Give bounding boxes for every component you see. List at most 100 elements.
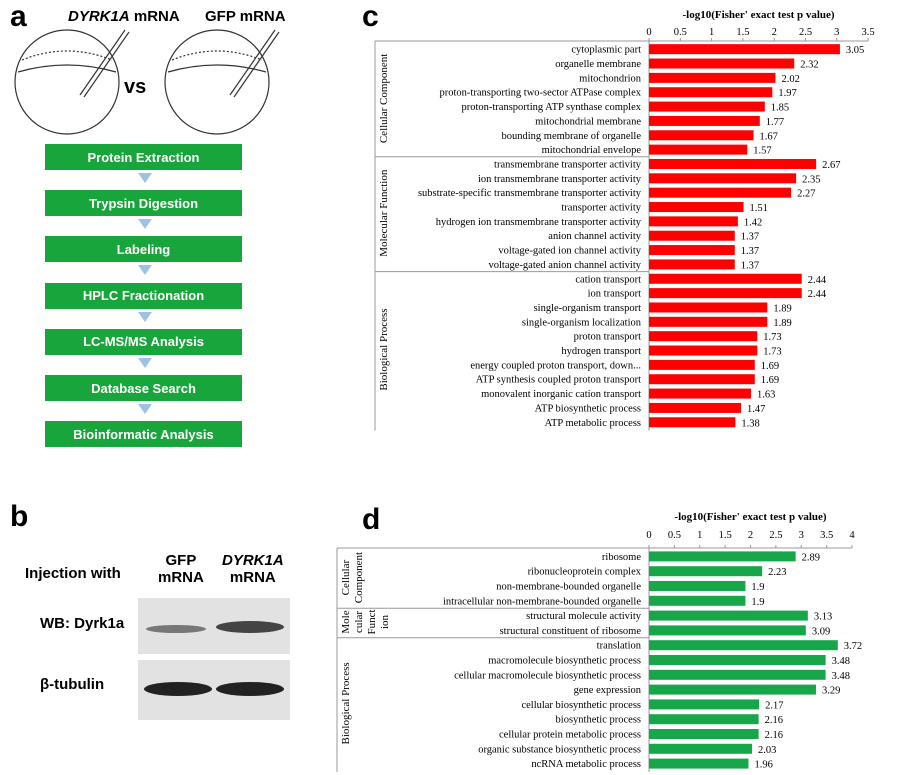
bar	[649, 388, 752, 399]
group-label: Funct	[366, 609, 378, 634]
bar	[649, 684, 816, 695]
flow-step: Trypsin Digestion	[45, 190, 242, 217]
dyrk1a-column-label: DYRK1A mRNA	[222, 552, 284, 586]
value-label: 1.38	[741, 418, 759, 429]
category-label: cellular macromolecule biosynthetic proc…	[454, 670, 641, 681]
x-tick-label: 2.5	[799, 27, 812, 38]
category-label: single-organism localization	[522, 317, 642, 328]
flow-arrow-icon	[138, 357, 152, 368]
axis-title: -log10(Fisher' exact test p value)	[674, 511, 826, 523]
category-label: hydrogen ion transmembrane transporter a…	[436, 217, 642, 228]
value-label: 1.89	[773, 303, 791, 314]
value-label: 1.69	[761, 361, 779, 372]
bar	[649, 216, 738, 227]
group-label: ion	[379, 614, 391, 629]
bar	[649, 316, 768, 327]
category-label: organelle membrane	[555, 59, 641, 70]
category-label: bounding membrane of organelle	[502, 131, 642, 142]
value-label: 1.9	[751, 597, 764, 608]
x-tick-label: 3.5	[820, 530, 833, 541]
value-label: 1.37	[741, 246, 759, 257]
category-label: ion transmembrane transporter activity	[478, 174, 642, 185]
category-label: ATP synthesis coupled proton transport	[476, 375, 641, 386]
bar	[649, 566, 763, 577]
value-label: 3.48	[832, 656, 850, 667]
bar	[649, 72, 776, 83]
value-label: 1.73	[763, 332, 781, 343]
value-label: 1.42	[744, 217, 762, 228]
bar	[649, 402, 742, 413]
group-label: Cellular	[340, 560, 352, 596]
category-label: transporter activity	[561, 203, 641, 214]
value-label: 2.32	[800, 60, 818, 71]
x-tick-label: 1.5	[719, 530, 732, 541]
value-label: 2.17	[765, 700, 783, 711]
value-label: 2.03	[758, 745, 776, 756]
bar	[649, 273, 802, 284]
category-label: ion transport	[588, 289, 641, 300]
x-tick-label: 0	[646, 27, 651, 38]
bar	[649, 230, 735, 241]
bar	[649, 101, 765, 112]
value-label: 1.96	[754, 760, 772, 771]
bar	[649, 130, 754, 141]
flow-arrow-icon	[138, 265, 152, 276]
x-tick-label: 4	[849, 530, 855, 541]
category-label: ATP metabolic process	[545, 418, 641, 429]
category-label: mitochondrial envelope	[542, 145, 642, 156]
value-label: 1.47	[747, 404, 765, 415]
value-label: 1.69	[761, 375, 779, 386]
band-dyrk1a-tubulin	[216, 682, 284, 696]
value-label: 1.73	[763, 347, 781, 358]
value-label: 3.05	[846, 45, 864, 56]
bar	[649, 581, 746, 591]
category-label: cytoplasmic part	[571, 45, 641, 56]
value-label: 2.23	[768, 567, 786, 578]
flow-step: Labeling	[45, 236, 242, 263]
x-tick-label: 2	[772, 27, 777, 38]
group-label: cular	[353, 611, 365, 633]
x-tick-label: 1	[709, 27, 714, 38]
band-dyrk1a-dyrk1a	[216, 621, 284, 633]
value-label: 2.67	[822, 160, 840, 171]
bar	[649, 640, 838, 651]
bar	[649, 331, 758, 342]
bar	[649, 202, 744, 213]
value-label: 2.27	[797, 189, 815, 200]
value-label: 2.16	[765, 730, 783, 741]
flow-arrow-icon	[138, 404, 152, 414]
value-label: 1.37	[741, 260, 759, 271]
bar	[649, 173, 797, 184]
category-label: mitochondrial membrane	[535, 116, 641, 127]
category-label: monovalent inorganic cation transport	[481, 389, 641, 400]
bar	[649, 743, 753, 754]
category-label: proton transport	[574, 332, 641, 343]
bar	[649, 417, 736, 428]
category-label: structural constituent of ribosome	[500, 626, 642, 637]
flow-step: HPLC Fractionation	[45, 282, 242, 309]
category-label: substrate-specific transmembrane transpo…	[418, 188, 642, 199]
bar	[649, 729, 759, 739]
injection-label: Injection with	[25, 565, 121, 582]
row-label-tubulin: β-tubulin	[40, 676, 105, 693]
value-label: 1.37	[741, 232, 759, 243]
x-tick-label: 0.5	[668, 530, 681, 541]
bar	[649, 58, 795, 69]
category-label: organic substance biosynthetic process	[478, 744, 641, 755]
group-label: Biological Process	[378, 308, 390, 390]
x-tick-label: 3.5	[862, 27, 875, 38]
bar	[649, 359, 755, 370]
category-label: ncRNA metabolic process	[531, 759, 641, 770]
category-label: voltage-gated ion channel activity	[498, 246, 641, 257]
category-label: anion channel activity	[548, 231, 641, 242]
category-label: biosynthetic process	[556, 715, 641, 726]
x-tick-label: 2.5	[769, 530, 782, 541]
value-label: 3.72	[844, 641, 862, 652]
bar	[649, 595, 746, 606]
category-label: gene expression	[574, 685, 642, 696]
category-label: voltage-gated anion channel activity	[489, 260, 642, 271]
bar	[649, 245, 735, 256]
category-label: proton-transporting two-sector ATPase co…	[440, 88, 642, 99]
category-label: structural molecule activity	[526, 611, 642, 622]
row-label-dyrk1a: WB: Dyrk1a	[40, 615, 125, 632]
